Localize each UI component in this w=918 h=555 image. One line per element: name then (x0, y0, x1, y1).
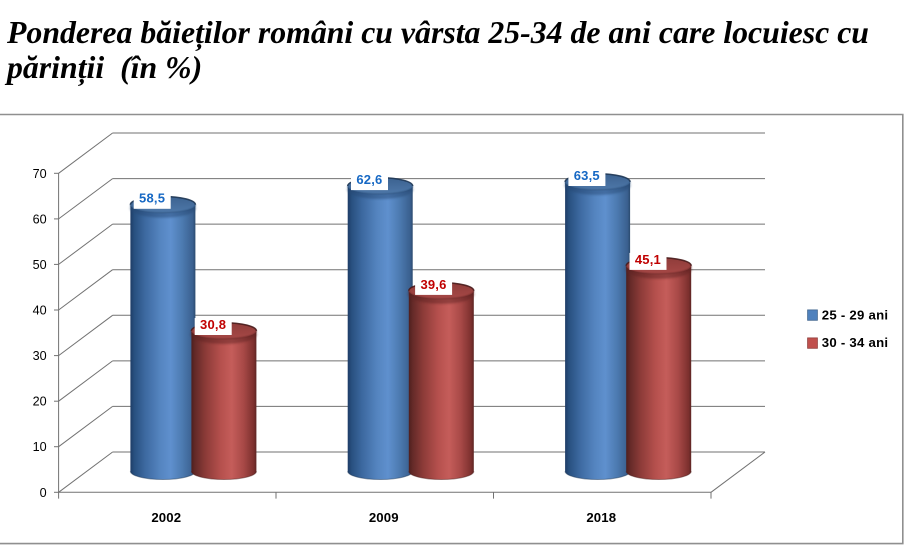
svg-text:45,1: 45,1 (635, 252, 661, 267)
svg-text:25 - 29 ani: 25 - 29 ani (822, 307, 889, 322)
svg-text:10: 10 (33, 440, 47, 454)
svg-text:50: 50 (33, 258, 47, 272)
svg-text:30,8: 30,8 (200, 317, 226, 332)
svg-text:2002: 2002 (151, 510, 181, 525)
svg-text:58,5: 58,5 (139, 191, 165, 206)
svg-text:30: 30 (33, 349, 47, 363)
svg-text:63,5: 63,5 (574, 168, 600, 183)
svg-text:62,6: 62,6 (356, 172, 382, 187)
svg-text:60: 60 (33, 212, 47, 226)
svg-text:40: 40 (33, 304, 47, 318)
svg-text:0: 0 (40, 486, 47, 500)
svg-text:20: 20 (33, 395, 47, 409)
svg-text:2009: 2009 (369, 510, 399, 525)
svg-text:39,6: 39,6 (420, 277, 446, 292)
svg-text:2018: 2018 (586, 510, 616, 525)
svg-text:30 - 34 ani: 30 - 34 ani (822, 335, 889, 350)
svg-text:70: 70 (33, 167, 47, 181)
